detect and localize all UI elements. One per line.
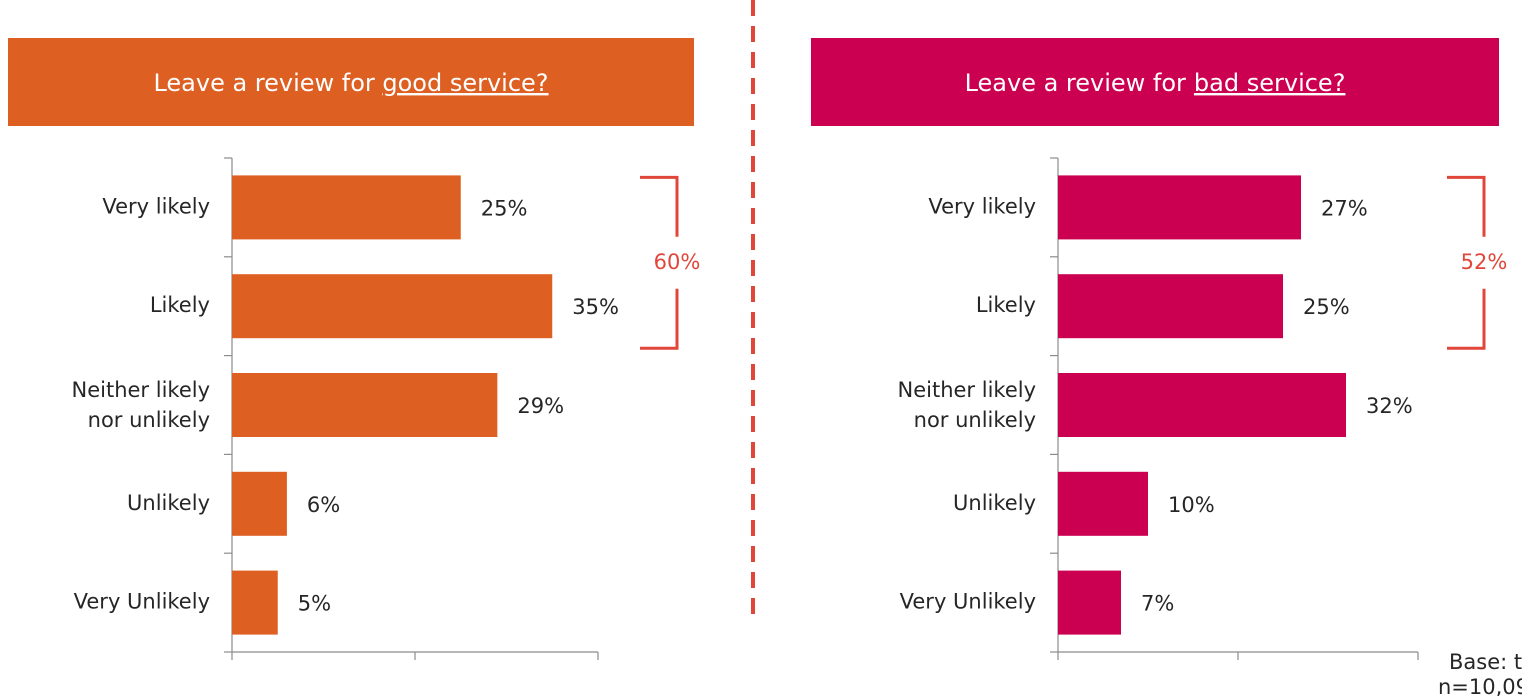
category-label: Likely: [150, 293, 210, 317]
header-title: Leave a review for good service?: [153, 69, 548, 97]
value-label: 32%: [1366, 394, 1413, 418]
category-label: Very likely: [102, 194, 210, 218]
category-label: Neither likely: [72, 378, 211, 402]
category-label: Very Unlikely: [74, 590, 210, 614]
bracket: [640, 175, 679, 350]
value-label: 27%: [1321, 196, 1368, 220]
category-label: Unlikely: [127, 491, 210, 515]
bar: [232, 373, 498, 437]
footnote: n=10,09: [1438, 675, 1522, 696]
bracket: [1447, 175, 1486, 350]
value-label: 35%: [572, 295, 619, 319]
bar: [1058, 175, 1301, 240]
bar: [232, 274, 553, 339]
header-text: Leave a review for: [965, 69, 1186, 97]
footnote: Base: t: [1449, 650, 1522, 674]
category-label: Very likely: [928, 194, 1036, 218]
header-emphasis: good service?: [382, 69, 548, 97]
value-label: 25%: [1303, 295, 1350, 319]
value-label: 25%: [481, 196, 528, 220]
bar: [1058, 471, 1148, 536]
header-text: Leave a review for: [153, 69, 374, 97]
category-label: Unlikely: [953, 491, 1036, 515]
value-label: 5%: [298, 592, 331, 616]
category-label: Likely: [976, 293, 1036, 317]
value-label: 10%: [1168, 493, 1215, 517]
bracket-label: 60%: [654, 250, 701, 274]
category-label: nor unlikely: [914, 408, 1036, 432]
category-label: Very Unlikely: [900, 590, 1036, 614]
header-box: [8, 38, 694, 126]
value-label: 7%: [1141, 592, 1174, 616]
header-emphasis: bad service?: [1194, 69, 1346, 97]
value-label: 29%: [517, 394, 564, 418]
bracket-label: 52%: [1461, 250, 1508, 274]
value-label: 6%: [307, 493, 340, 517]
bar: [232, 175, 461, 240]
category-label: nor unlikely: [88, 408, 210, 432]
header-title: Leave a review for bad service?: [965, 69, 1346, 97]
category-label: Neither likely: [898, 378, 1037, 402]
bar: [1058, 373, 1346, 437]
header-box: [811, 38, 1499, 126]
bar: [232, 471, 287, 536]
bar: [232, 570, 278, 635]
bar: [1058, 274, 1283, 339]
bar: [1058, 570, 1121, 635]
